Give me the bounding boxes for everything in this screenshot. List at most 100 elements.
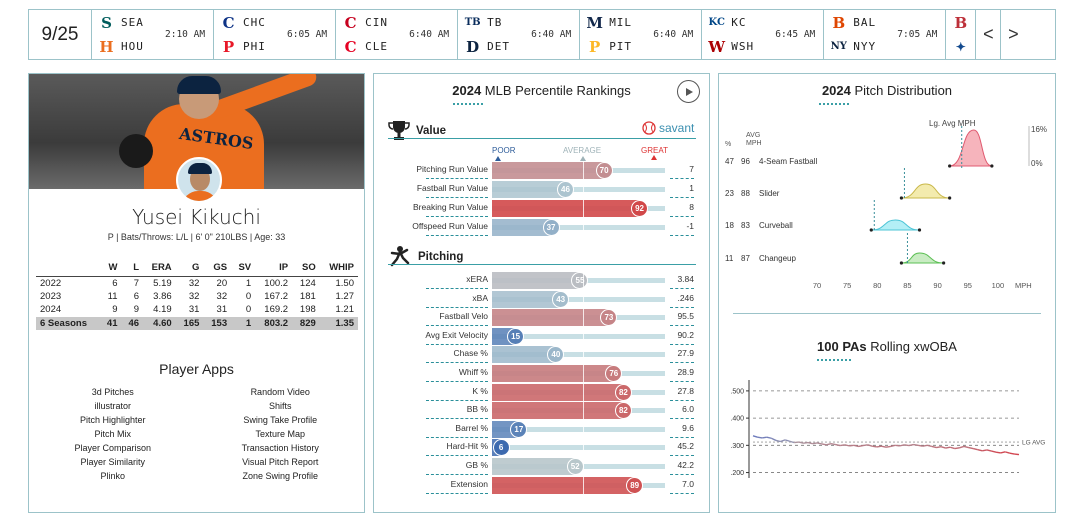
table-cell: 32: [188, 277, 200, 289]
xwoba-line-segment: [968, 446, 974, 450]
app-link[interactable]: Pitch Highlighter: [79, 415, 146, 425]
app-link[interactable]: Swing Take Profile: [243, 415, 318, 425]
rays-logo-icon: TB: [464, 17, 481, 28]
xwoba-line-segment: [917, 444, 923, 447]
table-cell: 803.2: [255, 316, 293, 330]
astros-logo-icon: H: [99, 37, 114, 56]
scale-great: GREAT: [641, 146, 668, 155]
scoreboard-prev-button[interactable]: <: [975, 10, 1000, 59]
metric-row[interactable]: Avg Exit Velocity 15 90.2: [374, 327, 709, 346]
reds-logo-icon: C: [344, 13, 357, 32]
metric-row[interactable]: Barrel % 17 9.6: [374, 420, 709, 439]
metric-row[interactable]: Fastball Velo 73 95.5: [374, 308, 709, 327]
app-link[interactable]: Player Comparison: [74, 443, 152, 453]
stats-header: SV: [231, 259, 256, 277]
metric-row[interactable]: xERA 55 3.84: [374, 271, 709, 290]
game-4[interactable]: M MIL P PIT 6:40 AM: [580, 10, 703, 59]
range-dot: [948, 164, 952, 168]
dist-header-col_avg: AVG: [746, 132, 760, 139]
stats-header: G: [175, 259, 204, 277]
game-2[interactable]: C CIN C CLE 6:40 AM: [336, 10, 459, 59]
metric-bar: [492, 162, 605, 179]
table-cell: 1.27: [335, 290, 355, 302]
app-link[interactable]: Zone Swing Profile: [242, 471, 319, 481]
game-0[interactable]: S SEA H HOU 2:10 AM: [92, 10, 215, 59]
metric-label: xERA: [466, 274, 488, 284]
metric-row[interactable]: Extension 89 7.0: [374, 476, 709, 495]
app-link[interactable]: Shifts: [268, 401, 292, 411]
metric-row[interactable]: xBA 43 .246: [374, 290, 709, 309]
table-cell: 0: [245, 304, 252, 316]
metric-row[interactable]: BB % 82 6.0: [374, 401, 709, 420]
pitch-density-curve: [901, 252, 944, 264]
table-cell: 1: [245, 277, 252, 289]
table-cell: 4.19: [153, 304, 172, 316]
metric-row[interactable]: Pitching Run Value 70 7: [374, 161, 709, 180]
xwoba-line-segment: [830, 443, 836, 446]
app-link[interactable]: Transaction History: [241, 443, 319, 453]
team-abbr: CHC: [243, 16, 266, 29]
play-icon[interactable]: [677, 80, 700, 103]
xwoba-line-segment: [876, 445, 882, 448]
xwoba-line-segment: [757, 436, 763, 439]
table-cell: 167.2: [264, 290, 289, 302]
metric-bar: [492, 272, 581, 289]
metric-value: 45.2: [677, 441, 694, 452]
metric-row[interactable]: Chase % 40 27.9: [374, 345, 709, 364]
team-abbr: CLE: [365, 40, 388, 53]
xwoba-line-segment: [798, 441, 804, 444]
xwoba-line-segment: [904, 444, 910, 447]
metric-label: Extension: [450, 478, 488, 489]
game-6[interactable]: B BAL NY NYY 7:05 AM: [824, 10, 947, 59]
range-dot: [990, 164, 994, 168]
range-dot: [948, 196, 952, 200]
app-link[interactable]: Plinko: [100, 471, 125, 481]
scoreboard-next-button[interactable]: >: [1000, 10, 1025, 59]
table-cell: 41: [99, 316, 122, 330]
xwoba-line-segment: [794, 441, 799, 444]
metric-row[interactable]: K % 82 27.8: [374, 383, 709, 402]
game-5[interactable]: KC KC W WSH 6:45 AM: [702, 10, 825, 59]
games-list: S SEA H HOU 2:10 AM C CHC P PHI 6:05 AM C CIN C CLE 6:…: [92, 10, 947, 59]
metric-percentile: 6: [492, 439, 510, 457]
xwoba-line-segment: [908, 443, 914, 447]
team-abbr: MIL: [609, 16, 633, 29]
metric-row[interactable]: GB % 52 42.2: [374, 457, 709, 476]
game-partial[interactable]: B ✦: [946, 10, 975, 59]
app-link[interactable]: illustrator: [94, 401, 131, 411]
app-link[interactable]: Texture Map: [255, 429, 306, 439]
xwoba-line-segment: [775, 439, 781, 443]
metric-bar: [492, 365, 615, 382]
tigers-logo-icon: D: [466, 37, 480, 56]
metric-row[interactable]: Hard-Hit % 6 45.2: [374, 438, 709, 457]
metric-percentile: 70: [595, 162, 613, 179]
team-abbr: PHI: [243, 40, 266, 53]
xwoba-line-segment: [940, 446, 946, 449]
guardians-logo-icon: C: [344, 37, 357, 56]
metric-row[interactable]: Breaking Run Value 92 8: [374, 199, 709, 218]
app-link[interactable]: Player Similarity: [80, 457, 145, 467]
metric-row[interactable]: Offspeed Run Value 37 -1: [374, 218, 709, 237]
scoreboard-date[interactable]: 9/25: [29, 10, 92, 59]
xwoba-line-segment: [752, 435, 758, 438]
app-link[interactable]: Visual Pitch Report: [242, 457, 319, 467]
app-link[interactable]: Pitch Mix: [94, 429, 131, 439]
app-link[interactable]: 3d Pitches: [91, 387, 134, 397]
game-3[interactable]: TB TB D DET 6:40 AM: [458, 10, 581, 59]
cubs-logo-icon: C: [222, 13, 235, 32]
player-apps-title: Player Apps: [159, 361, 234, 377]
scale-bottom-label: 0%: [1031, 159, 1043, 168]
xwoba-line-segment: [986, 449, 992, 452]
metric-value: 27.8: [677, 385, 694, 396]
savant-link[interactable]: savant: [642, 121, 694, 135]
nationals-logo-icon: W: [708, 37, 726, 56]
game-1[interactable]: C CHC P PHI 6:05 AM: [214, 10, 337, 59]
metric-value: 9.6: [682, 422, 694, 433]
metric-value: 95.5: [677, 311, 694, 322]
pitch-density-curve: [949, 129, 993, 167]
percentile-title: 2024 MLB Percentile Rankings: [452, 83, 631, 98]
metric-row[interactable]: Whiff % 76 28.9: [374, 364, 709, 383]
app-link[interactable]: Random Video: [250, 387, 310, 397]
xwoba-line-segment: [766, 436, 772, 439]
metric-row[interactable]: Fastball Run Value 46 1: [374, 180, 709, 199]
